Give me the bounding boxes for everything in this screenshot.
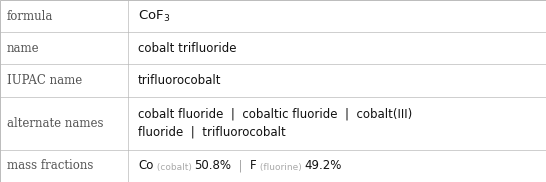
Text: mass fractions: mass fractions	[7, 159, 93, 172]
Text: cobalt trifluoride: cobalt trifluoride	[138, 42, 236, 55]
Text: F: F	[250, 159, 257, 172]
Text: (cobalt): (cobalt)	[153, 163, 194, 172]
Text: (fluorine): (fluorine)	[257, 163, 305, 172]
Text: 50.8%: 50.8%	[194, 159, 232, 172]
Text: name: name	[7, 42, 39, 55]
Text: IUPAC name: IUPAC name	[7, 74, 82, 87]
Text: |: |	[232, 159, 250, 172]
Text: Co: Co	[138, 159, 153, 172]
Text: formula: formula	[7, 10, 53, 23]
Text: trifluorocobalt: trifluorocobalt	[138, 74, 222, 87]
Text: cobalt fluoride  |  cobaltic fluoride  |  cobalt(III)
fluoride  |  trifluorocoba: cobalt fluoride | cobaltic fluoride | co…	[138, 108, 412, 139]
Text: $\mathregular{CoF_3}$: $\mathregular{CoF_3}$	[138, 9, 170, 24]
Text: 49.2%: 49.2%	[305, 159, 342, 172]
Text: alternate names: alternate names	[7, 117, 103, 130]
